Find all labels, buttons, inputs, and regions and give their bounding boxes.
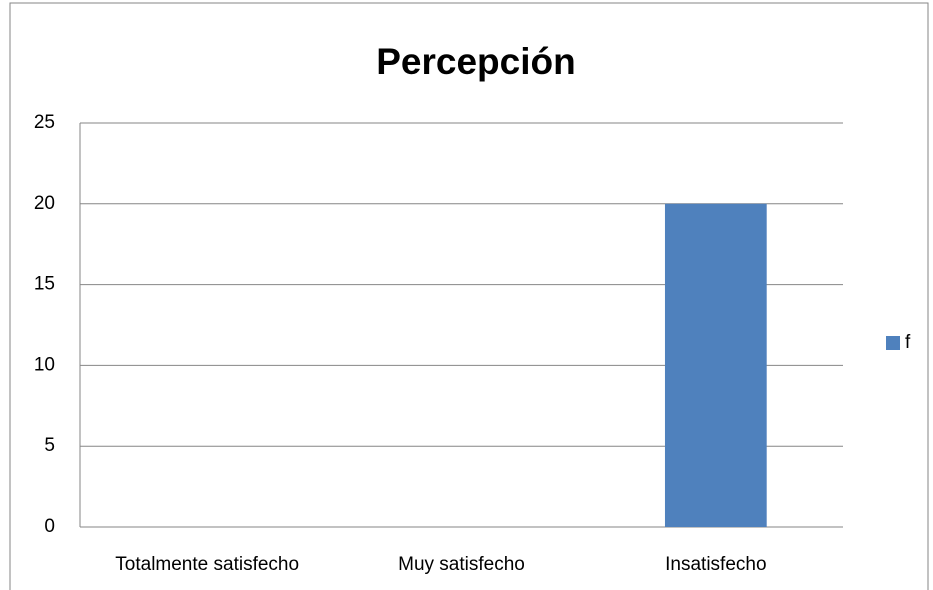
y-tick-label: 10: [34, 354, 55, 375]
legend-swatch: [886, 336, 900, 350]
bar: [664, 203, 767, 528]
y-tick-label: 20: [34, 193, 55, 214]
legend-label: f: [905, 332, 911, 353]
y-tick-label: 15: [34, 274, 55, 295]
x-tick-label: Insatisfecho: [665, 554, 766, 575]
x-tick-label: Muy satisfecho: [398, 554, 525, 575]
chart-frame: [9, 2, 929, 590]
chart-title: Percepción: [376, 41, 575, 82]
x-tick-label: Totalmente satisfecho: [115, 554, 299, 575]
y-tick-label: 25: [34, 112, 55, 133]
y-tick-label: 5: [44, 435, 55, 456]
y-tick-label: 0: [44, 516, 55, 537]
